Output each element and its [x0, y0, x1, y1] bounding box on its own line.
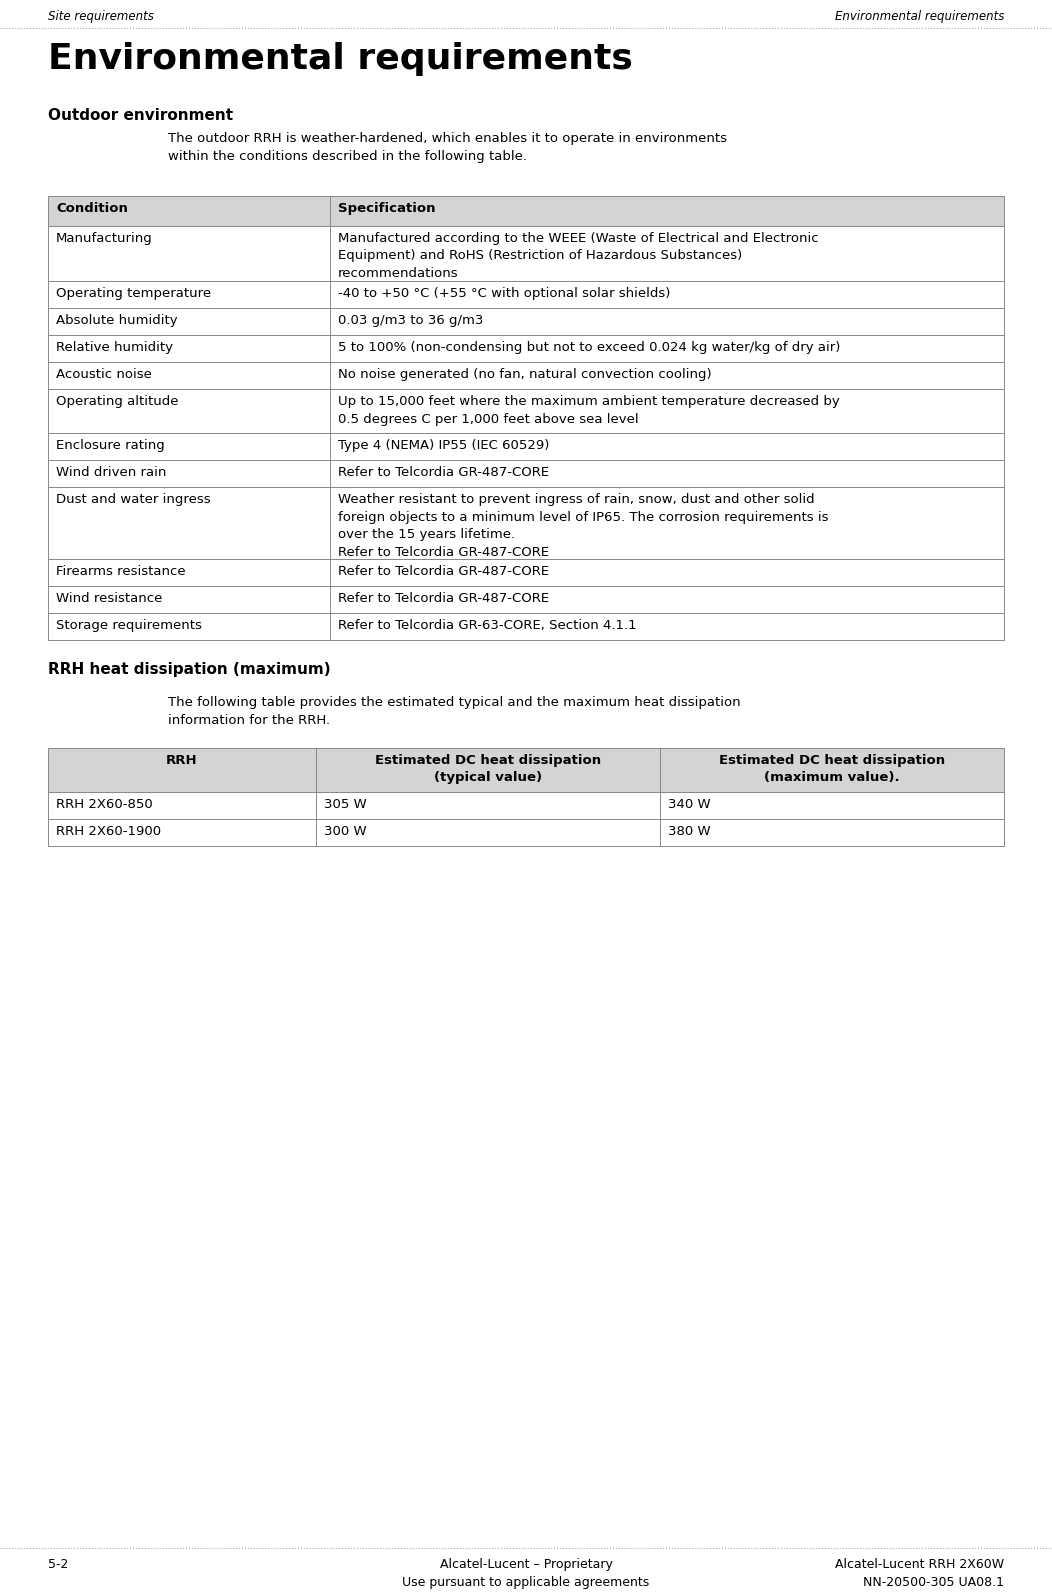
Text: Operating altitude: Operating altitude: [56, 395, 179, 408]
Text: Estimated DC heat dissipation
(typical value): Estimated DC heat dissipation (typical v…: [375, 755, 601, 783]
Text: Acoustic noise: Acoustic noise: [56, 368, 151, 380]
Text: Alcatel-Lucent – Proprietary
Use pursuant to applicable agreements: Alcatel-Lucent – Proprietary Use pursuan…: [402, 1559, 650, 1589]
Bar: [48, 282, 1004, 307]
Text: Dust and water ingress: Dust and water ingress: [56, 494, 210, 506]
Text: Storage requirements: Storage requirements: [56, 619, 202, 632]
Text: Refer to Telcordia GR-487-CORE: Refer to Telcordia GR-487-CORE: [338, 592, 549, 605]
Text: Outdoor environment: Outdoor environment: [48, 108, 234, 123]
Bar: [48, 487, 1004, 559]
Text: Manufactured according to the WEEE (Waste of Electrical and Electronic
Equipment: Manufactured according to the WEEE (Wast…: [338, 232, 818, 280]
Text: Refer to Telcordia GR-487-CORE: Refer to Telcordia GR-487-CORE: [338, 565, 549, 578]
Text: Wind driven rain: Wind driven rain: [56, 466, 166, 479]
Bar: [48, 791, 1004, 818]
Text: Firearms resistance: Firearms resistance: [56, 565, 185, 578]
Text: Estimated DC heat dissipation
(maximum value).: Estimated DC heat dissipation (maximum v…: [719, 755, 945, 783]
Text: RRH: RRH: [166, 755, 198, 767]
Text: Site requirements: Site requirements: [48, 10, 154, 22]
Text: 0.03 g/m3 to 36 g/m3: 0.03 g/m3 to 36 g/m3: [338, 314, 484, 326]
Text: Relative humidity: Relative humidity: [56, 341, 173, 353]
Bar: [48, 586, 1004, 613]
Text: Absolute humidity: Absolute humidity: [56, 314, 178, 326]
Text: 5-2: 5-2: [48, 1559, 68, 1571]
Text: Operating temperature: Operating temperature: [56, 287, 211, 299]
Bar: [48, 226, 1004, 282]
Text: 305 W: 305 W: [324, 798, 366, 810]
Bar: [48, 460, 1004, 487]
Text: RRH 2X60-1900: RRH 2X60-1900: [56, 825, 161, 837]
Text: Type 4 (NEMA) IP55 (IEC 60529): Type 4 (NEMA) IP55 (IEC 60529): [338, 439, 549, 452]
Text: 5 to 100% (non-condensing but not to exceed 0.024 kg water/kg of dry air): 5 to 100% (non-condensing but not to exc…: [338, 341, 841, 353]
Text: 380 W: 380 W: [668, 825, 710, 837]
Bar: [48, 748, 1004, 791]
Text: Environmental requirements: Environmental requirements: [834, 10, 1004, 22]
Text: Manufacturing: Manufacturing: [56, 232, 153, 245]
Text: 340 W: 340 W: [668, 798, 710, 810]
Text: Refer to Telcordia GR-63-CORE, Section 4.1.1: Refer to Telcordia GR-63-CORE, Section 4…: [338, 619, 636, 632]
Text: Enclosure rating: Enclosure rating: [56, 439, 165, 452]
Text: -40 to +50 °C (+55 °C with optional solar shields): -40 to +50 °C (+55 °C with optional sola…: [338, 287, 670, 299]
Bar: [48, 196, 1004, 226]
Text: Specification: Specification: [338, 202, 436, 215]
Text: Weather resistant to prevent ingress of rain, snow, dust and other solid
foreign: Weather resistant to prevent ingress of …: [338, 494, 829, 559]
Text: 300 W: 300 W: [324, 825, 366, 837]
Text: Refer to Telcordia GR-487-CORE: Refer to Telcordia GR-487-CORE: [338, 466, 549, 479]
Bar: [48, 818, 1004, 845]
Bar: [48, 361, 1004, 388]
Bar: [48, 559, 1004, 586]
Bar: [48, 307, 1004, 334]
Bar: [48, 334, 1004, 361]
Text: The outdoor RRH is weather-hardened, which enables it to operate in environments: The outdoor RRH is weather-hardened, whi…: [168, 132, 727, 162]
Text: RRH heat dissipation (maximum): RRH heat dissipation (maximum): [48, 662, 330, 677]
Bar: [48, 433, 1004, 460]
Bar: [48, 388, 1004, 433]
Text: Alcatel-Lucent RRH 2X60W
NN-20500-305 UA08.1
Issue 0.7   November 2011: Alcatel-Lucent RRH 2X60W NN-20500-305 UA…: [835, 1559, 1004, 1592]
Bar: [48, 613, 1004, 640]
Text: No noise generated (no fan, natural convection cooling): No noise generated (no fan, natural conv…: [338, 368, 711, 380]
Text: Environmental requirements: Environmental requirements: [48, 41, 633, 76]
Text: RRH 2X60-850: RRH 2X60-850: [56, 798, 153, 810]
Text: The following table provides the estimated typical and the maximum heat dissipat: The following table provides the estimat…: [168, 696, 741, 728]
Text: Condition: Condition: [56, 202, 128, 215]
Text: Up to 15,000 feet where the maximum ambient temperature decreased by
0.5 degrees: Up to 15,000 feet where the maximum ambi…: [338, 395, 839, 425]
Text: Wind resistance: Wind resistance: [56, 592, 162, 605]
